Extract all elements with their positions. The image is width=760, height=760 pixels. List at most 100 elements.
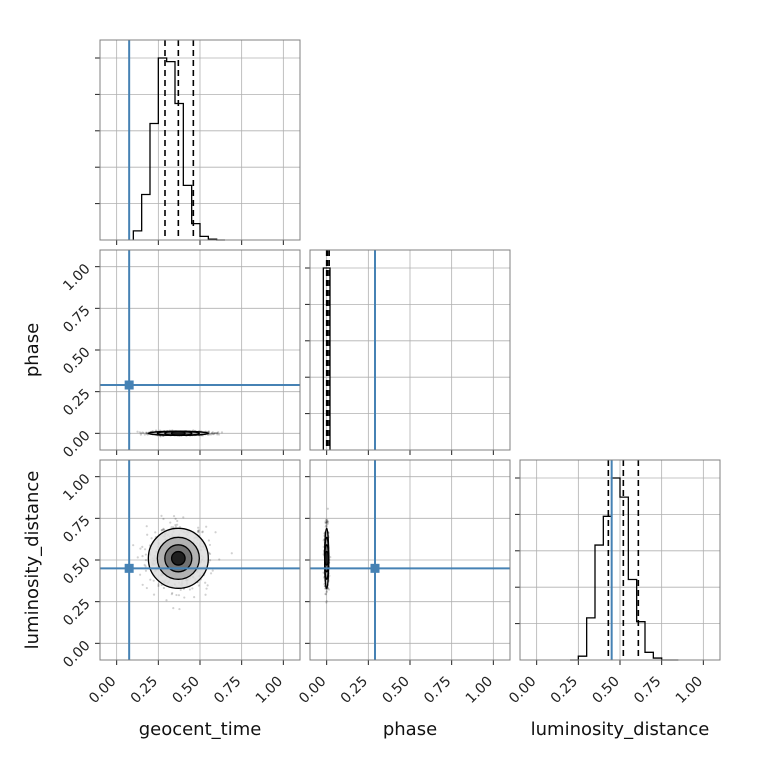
y-tick-label-luminosity-distance-3: 0.75 [60, 513, 93, 546]
scatter-geocent-time-vs-luminosity-distance-point [143, 563, 146, 567]
scatter-geocent-time-vs-luminosity-distance-point [171, 591, 174, 595]
scatter-geocent-time-vs-phase-contour-3 [170, 430, 186, 436]
scatter-geocent-time-vs-luminosity-distance-point [188, 588, 191, 591]
scatter-geocent-time-vs-luminosity-distance-point [132, 544, 135, 547]
scatter-geocent-time-vs-phase-point [213, 432, 216, 435]
scatter-geocent-time-vs-luminosity-distance-point [208, 551, 211, 555]
scatter-phase-vs-luminosity-distance-point [325, 601, 328, 604]
scatter-geocent-time-vs-phase-point [140, 432, 143, 435]
x-axis-label-phase: phase [383, 719, 437, 740]
scatter-geocent-time-vs-luminosity-distance-point [141, 583, 144, 586]
scatter-geocent-time-vs-luminosity-distance-truth-marker [124, 563, 134, 573]
scatter-geocent-time-vs-luminosity-distance-point [207, 539, 210, 542]
scatter-geocent-time-vs-luminosity-distance-point [176, 523, 179, 526]
scatter-geocent-time-vs-luminosity-distance-point [208, 543, 212, 547]
scatter-geocent-time-vs-luminosity-distance-point [169, 521, 172, 524]
scatter-phase-vs-luminosity-distance-point [325, 525, 328, 528]
scatter-geocent-time-vs-luminosity-distance-point [144, 569, 148, 572]
scatter-geocent-time-vs-luminosity-distance-point [177, 594, 181, 597]
scatter-geocent-time-vs-luminosity-distance-point [197, 529, 200, 532]
scatter-phase-vs-luminosity-distance-point [327, 588, 331, 591]
scatter-geocent-time-vs-luminosity-distance-point [170, 526, 173, 529]
y-tick-label-phase-3: 0.75 [60, 303, 93, 336]
scatter-phase-vs-luminosity-distance-contour-3 [324, 550, 330, 566]
scatter-geocent-time-vs-luminosity-distance-point [160, 514, 163, 517]
x-tick-label-geocent-time-2: 0.50 [169, 674, 202, 707]
scatter-geocent-time-vs-luminosity-distance-point [178, 607, 181, 611]
hist-luminosity-distance-frame [519, 459, 721, 661]
y-axis-label-phase: phase [22, 323, 43, 377]
scatter-geocent-time-vs-luminosity-distance-point [160, 529, 164, 532]
y-tick-label-phase-1: 0.25 [60, 386, 93, 419]
scatter-geocent-time-vs-luminosity-distance-point [205, 587, 208, 590]
scatter-geocent-time-vs-luminosity-distance-point [160, 583, 163, 587]
scatter-phase-vs-luminosity-distance-point [324, 521, 327, 525]
x-tick-label-luminosity-distance-3: 0.75 [631, 674, 664, 707]
x-tick-label-geocent-time-1: 0.25 [128, 674, 161, 707]
scatter-geocent-time-vs-phase-point [210, 432, 214, 435]
scatter-geocent-time-vs-luminosity-distance-point [183, 596, 186, 599]
scatter-geocent-time-vs-luminosity-distance-point [136, 556, 139, 559]
scatter-geocent-time-vs-phase-point [215, 431, 219, 435]
scatter-geocent-time-vs-luminosity-distance-point [206, 584, 209, 587]
y-tick-label-phase-2: 0.50 [60, 344, 93, 377]
scatter-geocent-time-vs-luminosity-distance-point [211, 569, 214, 572]
scatter-phase-vs-luminosity-distance-point [322, 571, 325, 574]
scatter-geocent-time-vs-luminosity-distance-point [145, 525, 148, 528]
scatter-geocent-time-vs-phase-point [211, 431, 214, 434]
scatter-geocent-time-vs-luminosity-distance-point [139, 547, 142, 550]
x-axis-label-geocent-time: geocent_time [139, 719, 262, 740]
x-tick-label-geocent-time-0: 0.00 [86, 674, 119, 707]
scatter-phase-vs-luminosity-distance-truth-marker [370, 563, 380, 573]
scatter-geocent-time-vs-luminosity-distance-point [191, 587, 194, 590]
scatter-geocent-time-vs-luminosity-distance-point [138, 573, 142, 576]
scatter-geocent-time-vs-phase-point [212, 432, 215, 435]
scatter-phase-vs-luminosity-distance-point [322, 539, 325, 542]
scatter-geocent-time-vs-phase-point [138, 431, 141, 434]
scatter-phase-vs-luminosity-distance-point [324, 592, 327, 596]
scatter-geocent-time-vs-phase-point [214, 432, 217, 435]
scatter-geocent-time-vs-luminosity-distance-point [174, 517, 177, 520]
scatter-geocent-time-vs-luminosity-distance-point [175, 593, 178, 597]
x-tick-label-phase-1: 0.25 [338, 674, 371, 707]
scatter-phase-vs-luminosity-distance-point [326, 507, 329, 510]
scatter-phase-vs-luminosity-distance-point [326, 519, 329, 523]
x-tick-label-phase-3: 0.75 [421, 674, 454, 707]
x-tick-label-luminosity-distance-0: 0.00 [506, 674, 539, 707]
scatter-geocent-time-vs-luminosity-distance-point [172, 607, 175, 610]
scatter-phase-vs-luminosity-distance-point [325, 600, 328, 603]
scatter-geocent-time-vs-phase-point [207, 433, 210, 437]
scatter-geocent-time-vs-luminosity-distance-point [218, 558, 221, 561]
scatter-geocent-time-vs-luminosity-distance-point [157, 584, 160, 588]
scatter-geocent-time-vs-luminosity-distance-point [144, 559, 148, 562]
scatter-phase-vs-luminosity-distance-point [324, 525, 327, 528]
hist-geocent-time-steps [132, 57, 225, 241]
scatter-geocent-time-vs-luminosity-distance-point [141, 554, 144, 558]
scatter-phase-vs-luminosity-distance-point [329, 555, 332, 559]
scatter-geocent-time-vs-luminosity-distance-point [182, 516, 185, 519]
scatter-geocent-time-vs-luminosity-distance-point [145, 586, 148, 590]
scatter-geocent-time-vs-luminosity-distance-point [172, 526, 175, 529]
x-tick-label-geocent-time-3: 0.75 [211, 674, 244, 707]
scatter-geocent-time-vs-luminosity-distance-point [178, 525, 182, 529]
scatter-geocent-time-vs-luminosity-distance-contour-3 [170, 550, 186, 566]
scatter-phase-vs-luminosity-distance-point [324, 521, 328, 524]
scatter-geocent-time-vs-phase-point [208, 433, 212, 436]
scatter-geocent-time-vs-phase-point [216, 433, 219, 436]
scatter-geocent-time-vs-luminosity-distance-point [201, 531, 204, 534]
scatter-phase-vs-luminosity-distance-point [325, 518, 329, 521]
scatter-geocent-time-vs-luminosity-distance-point [174, 525, 177, 528]
x-tick-label-phase-4: 1.00 [463, 674, 496, 707]
scatter-geocent-time-vs-phase-point [146, 431, 149, 435]
scatter-geocent-time-vs-luminosity-distance-point [152, 593, 156, 596]
scatter-geocent-time-vs-phase-point [142, 431, 145, 435]
scatter-geocent-time-vs-luminosity-distance-point [143, 548, 147, 551]
scatter-geocent-time-vs-phase-point [136, 430, 139, 433]
scatter-phase-vs-luminosity-distance-point [325, 521, 328, 524]
scatter-geocent-time-vs-phase-point [159, 435, 162, 438]
y-tick-label-luminosity-distance-2: 0.50 [60, 554, 93, 587]
scatter-geocent-time-vs-luminosity-distance-point [162, 517, 165, 521]
scatter-geocent-time-vs-luminosity-distance-point [162, 527, 165, 530]
scatter-geocent-time-vs-luminosity-distance-point [162, 528, 165, 531]
